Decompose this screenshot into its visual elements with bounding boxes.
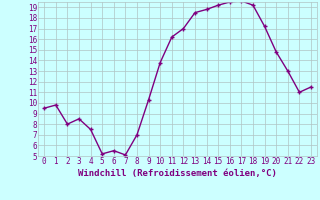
X-axis label: Windchill (Refroidissement éolien,°C): Windchill (Refroidissement éolien,°C) [78, 169, 277, 178]
